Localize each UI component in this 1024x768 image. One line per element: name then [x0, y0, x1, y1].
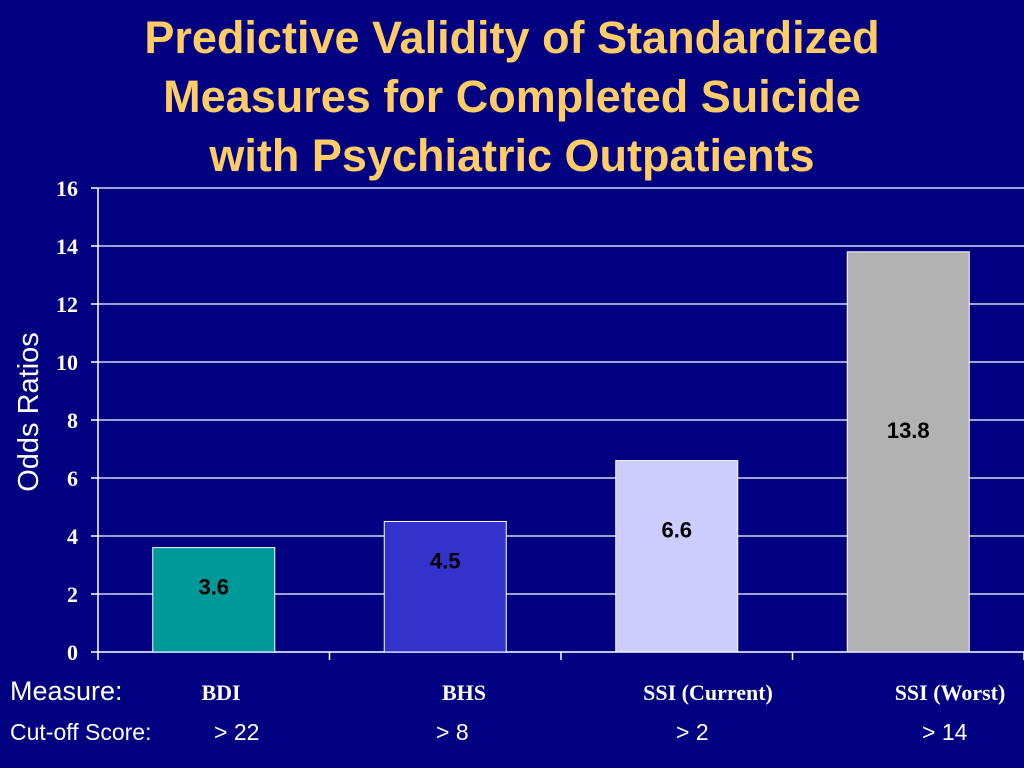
bar-value-label-1: 4.5: [430, 549, 461, 574]
y-tick-label-10: 10: [56, 350, 78, 375]
measure-name-ssi-current: SSI (Current): [643, 680, 773, 705]
y-axis-label: Odds Ratios: [13, 332, 45, 492]
cutoff-value-ssi-worst: > 14: [922, 719, 968, 745]
bar-value-label-2: 6.6: [661, 518, 692, 543]
y-tick-label-12: 12: [56, 292, 78, 317]
bar-value-label-3: 13.8: [887, 418, 930, 443]
y-tick-label-8: 8: [67, 408, 78, 433]
y-tick-label-16: 16: [56, 176, 78, 201]
measure-row-label: Measure:: [10, 676, 123, 706]
y-tick-label-6: 6: [67, 466, 78, 491]
bar-value-label-0: 3.6: [198, 575, 229, 600]
y-tick-label-4: 4: [67, 524, 78, 549]
cutoff-value-bhs: > 8: [436, 719, 469, 745]
title-line-2: Measures for Completed Suicide: [163, 71, 861, 122]
bar-2: [615, 460, 739, 653]
title-line-3: with Psychiatric Outpatients: [209, 130, 815, 181]
chart-title: Predictive Validity of Standardized Meas…: [0, 8, 1024, 185]
bar-0: [152, 547, 276, 653]
measure-name-bhs: BHS: [441, 680, 487, 705]
cutoff-value-ssi-current: > 2: [676, 719, 709, 745]
cutoff-value-bdi: > 22: [214, 719, 260, 745]
y-tick-label-2: 2: [67, 582, 78, 607]
title-line-1: Predictive Validity of Standardized: [144, 12, 880, 63]
bar-3: [846, 251, 970, 653]
y-tick-label-14: 14: [56, 234, 78, 259]
measure-name-ssi-worst: SSI (Worst): [894, 680, 1006, 705]
y-tick-label-0: 0: [67, 640, 78, 665]
bar-1: [383, 521, 507, 653]
cutoff-row-label: Cut-off Score:: [10, 719, 152, 745]
measure-name-bdi: BDI: [201, 680, 241, 705]
